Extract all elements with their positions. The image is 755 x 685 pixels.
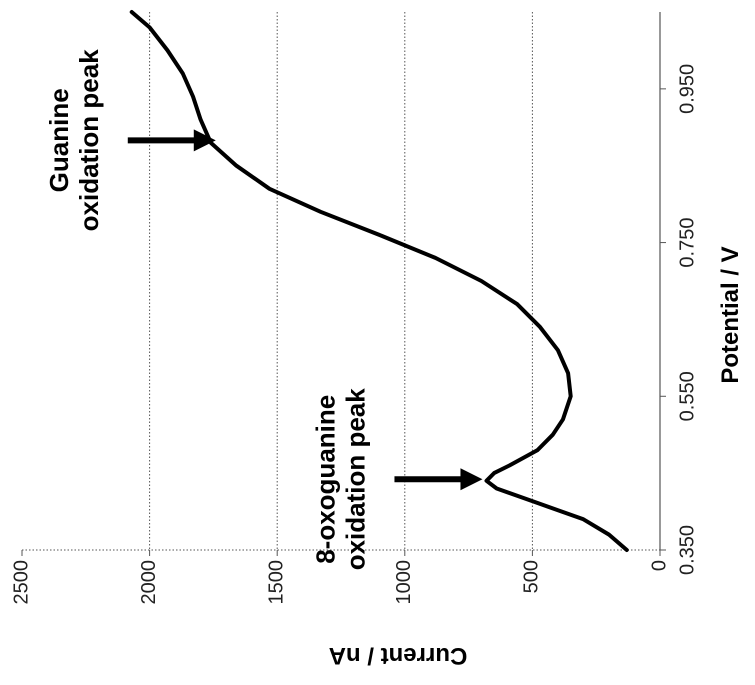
series-layer	[132, 12, 627, 550]
current-tick-label-0: 0	[648, 560, 670, 571]
potential-tick-label-0.350: 0.350	[676, 525, 698, 575]
current-tick-label-1500: 1500	[265, 560, 287, 605]
current-tick-label-2000: 2000	[138, 560, 160, 605]
series-line-0	[132, 12, 627, 550]
y-axis-title: Current / nA	[329, 642, 468, 669]
potential-tick-label-0.750: 0.750	[676, 218, 698, 268]
annotation-arrow-head-1	[460, 468, 482, 490]
annotation-label-0-line1: Guanine	[44, 88, 74, 192]
annotation-label-1-line2: oxidation peak	[340, 388, 370, 571]
potential-tick-label-0.950: 0.950	[676, 64, 698, 114]
current-tick-label-2500: 2500	[10, 560, 32, 605]
current-tick-label-500: 500	[521, 560, 543, 593]
current-tick-label-1000: 1000	[393, 560, 415, 605]
potential-tick-label-0.550: 0.550	[676, 371, 698, 421]
annotation-layer: Guanineoxidation peak8-oxoguanineoxidati…	[44, 49, 483, 571]
x-axis-title: Potential / V	[717, 246, 744, 383]
annotation-label-0-line2: oxidation peak	[74, 49, 104, 232]
annotation-label-1-line1: 8-oxoguanine	[310, 395, 340, 564]
